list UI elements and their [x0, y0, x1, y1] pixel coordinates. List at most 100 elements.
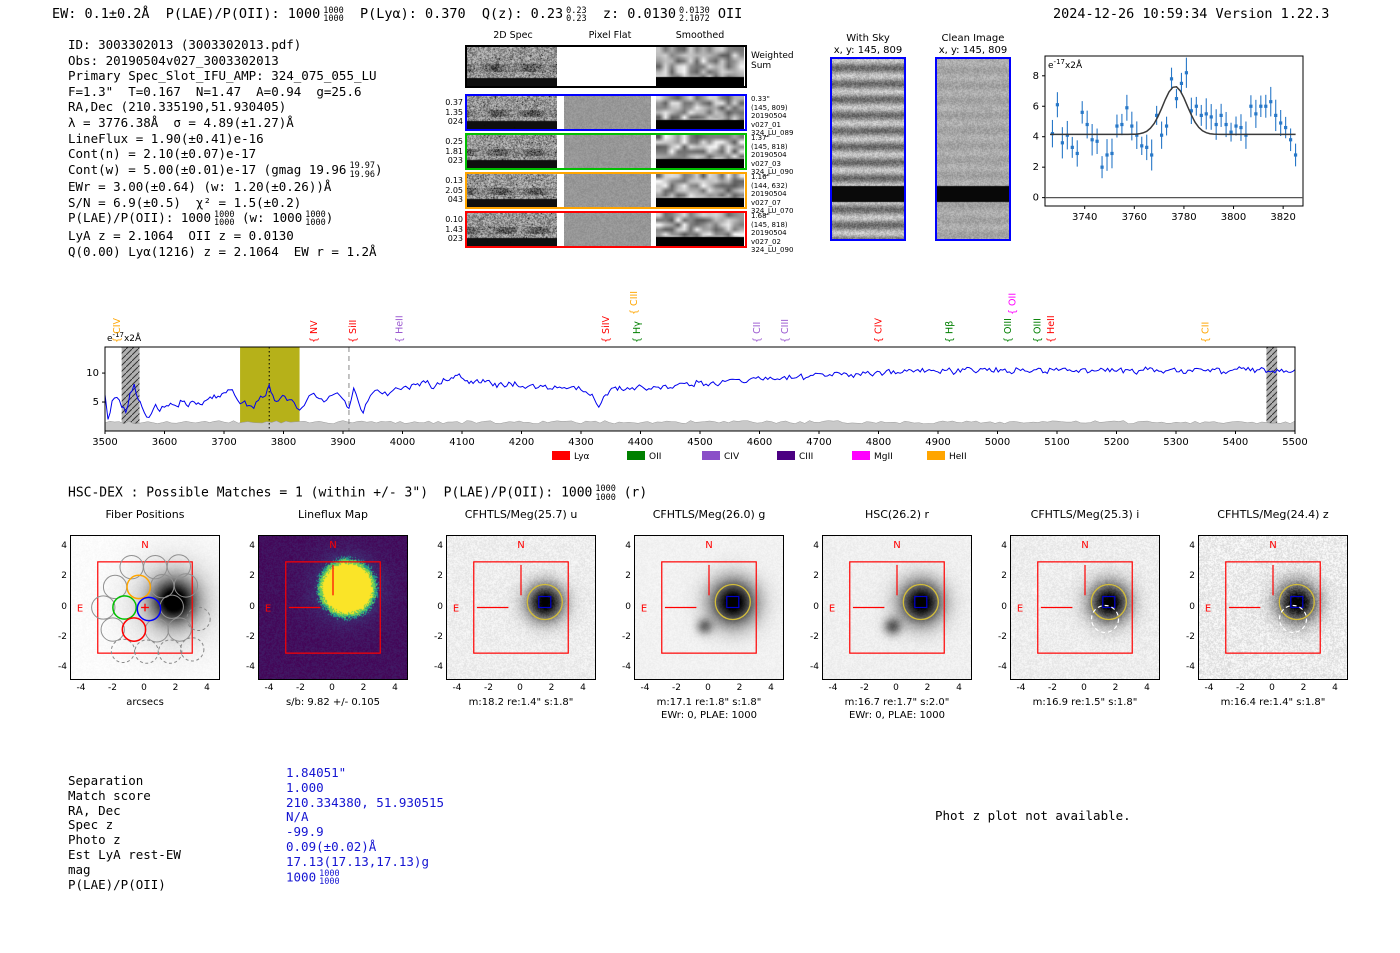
- data-point: [1100, 165, 1104, 169]
- aperture-circle: [714, 583, 751, 621]
- info-line-1: ID: 3003302013 (3003302013.pdf): [68, 37, 383, 53]
- match-table-labels: Separation Match score RA, Dec Spec z Photo …: [68, 773, 181, 892]
- tspan: e: [107, 334, 113, 344]
- emission-line-label-CIV: { CIV: [873, 318, 884, 343]
- emission-line-label-HeII: { HeII: [1046, 315, 1057, 343]
- main-ylabel: e-17x2Å: [107, 331, 142, 344]
- x-tick-label: 4200: [509, 437, 534, 448]
- text-token: S/N = 6.9(±0.5) χ² = 1.5(±0.2): [68, 194, 302, 210]
- secondary-aperture-dashed: [1278, 604, 1308, 634]
- x-tick-label: 4: [768, 683, 774, 693]
- x-tick-label: 3820: [1270, 212, 1295, 223]
- fiber-circle-dashed: [110, 638, 136, 664]
- right-label-line: (145, 818): [751, 142, 788, 151]
- data-point: [1095, 139, 1099, 143]
- x-tick-label: 0: [893, 683, 899, 693]
- x-tick-label: -2: [1236, 683, 1245, 693]
- cutout-title: CFHTLS/Meg(25.3) i: [1030, 508, 1140, 521]
- data-point: [1055, 103, 1060, 107]
- text-token: z: 0.0130: [586, 6, 677, 22]
- legend-label-Lyα: Lyα: [574, 452, 590, 462]
- data-point: [1229, 130, 1233, 134]
- catalog-position-square: [1290, 595, 1304, 609]
- sky-panels: With Sky x, y: 145, 809 Clean Image x, y: 1…: [826, 33, 1016, 243]
- spec2d-cell-2-1: [564, 135, 651, 168]
- x-tick-label: -2: [1048, 683, 1057, 693]
- spec2d-cell-3-0: [467, 174, 557, 207]
- x-tick-label: -2: [672, 683, 681, 693]
- fiber-circle: [166, 554, 192, 579]
- text-token: 1000: [286, 869, 317, 885]
- data-point: [1209, 115, 1213, 119]
- text-token: LineFlux = 1.90(±0.41)e-16: [68, 130, 264, 146]
- match-label: Separation: [68, 773, 144, 788]
- data-point: [1110, 151, 1114, 156]
- cutout-panel-i: CFHTLS/Meg(25.3) i -4 -4 -2 -2 0 0 2 2 4 4 m:16.9 r…: [985, 508, 1185, 728]
- text-token: RA,Dec (210.335190,51.930405): [68, 99, 287, 115]
- right-label-line: 1.37": [751, 134, 770, 142]
- spec2d-row-border: [465, 45, 747, 88]
- spec2d-cell-2-0: [467, 135, 557, 168]
- fiber-circle: [102, 574, 128, 600]
- cutout-box-border: [634, 535, 784, 680]
- data-point: [1179, 81, 1184, 86]
- text-token: EWr = 3.00(±0.64) (w: 1.20(±0.26))Å: [68, 179, 332, 195]
- x-tick-label: 2: [1112, 683, 1119, 693]
- emission-line-label-CIII: { CIII: [780, 319, 791, 343]
- cutout-image-z: [1199, 536, 1347, 679]
- emission-line-label-CII: { CII: [752, 322, 763, 343]
- data-point: [1159, 133, 1164, 137]
- tspan: -17: [113, 331, 124, 339]
- spec2d-cell-0-0: [467, 47, 557, 86]
- cutout-box-border: [1198, 535, 1348, 680]
- right-label-line: v027_07: [751, 198, 781, 207]
- text-token: (w: 1000: [234, 210, 303, 226]
- y-tick-label: 4: [61, 540, 67, 551]
- fraction-stack: 0.23 0.23: [566, 5, 587, 24]
- spec2d-row-border: [465, 133, 747, 170]
- fiber-circle-dashed: [186, 606, 211, 632]
- y-tick-label: -4: [58, 662, 67, 673]
- cutout-panel-z: CFHTLS/Meg(24.4) z -4 -4 -2 -2 0 0 2 2 4 4 m:16.4 r…: [1173, 508, 1373, 728]
- text-token: HSC-DEX : Possible Matches = 1 (within +…: [68, 485, 593, 501]
- data-point: [1224, 122, 1228, 127]
- secondary-aperture-dashed: [1090, 604, 1120, 634]
- aperture-circle: [526, 583, 563, 621]
- spec2d-cell-3-2: [656, 174, 744, 207]
- x-tick-label: 2: [548, 683, 555, 693]
- y-tick-label: 4: [625, 540, 631, 551]
- cutout-title: HSC(26.2) r: [864, 508, 930, 521]
- match-label: Match score: [68, 787, 151, 803]
- masked-region-band: [121, 347, 140, 431]
- x-tick-label: 4: [1332, 683, 1338, 693]
- info-line-8: Cont(n) = 2.10(±0.07)e-17: [68, 146, 383, 162]
- x-tick-label: 3900: [330, 437, 355, 448]
- right-label-line: 20190504: [751, 151, 787, 160]
- x-tick-label: 0: [329, 683, 335, 693]
- x-tick-label: 3500: [92, 437, 117, 448]
- match-value: N/A: [286, 809, 444, 825]
- y-tick-label: 2: [1189, 571, 1195, 582]
- sky-image-border: [830, 57, 906, 241]
- text-token: ID: 3003302013 (3003302013.pdf): [68, 37, 302, 52]
- data-point: [1264, 104, 1268, 108]
- text-token: P(Lyα): 0.370 Q(z): 0.23: [343, 6, 564, 22]
- legend-swatch-HeII: [927, 451, 945, 460]
- x-tick-label: 5300: [1163, 437, 1188, 448]
- data-point: [1125, 106, 1129, 110]
- data-point: [1155, 113, 1159, 117]
- x-tick-label: 0: [141, 683, 147, 693]
- right-label-line: 324_LU_089: [751, 129, 794, 138]
- y-tick-label: 2: [249, 571, 255, 582]
- fiber-circle: [144, 618, 169, 643]
- left-label-line: 024: [447, 117, 463, 126]
- y-tick-label: 0: [249, 601, 255, 612]
- match-label: RA, Dec: [68, 802, 121, 818]
- spec2d-cell-2-2: [656, 135, 744, 168]
- aperture-circle: [1278, 583, 1315, 621]
- x-tick-label: 4000: [390, 437, 415, 448]
- emission-line-label-Hβ: { Hβ: [944, 321, 955, 343]
- info-line-7: LineFlux = 1.90(±0.41)e-16: [68, 131, 383, 147]
- x-tick-label: 2: [172, 683, 179, 693]
- text-token: Obs: 20190504v027_3003302013: [68, 52, 279, 68]
